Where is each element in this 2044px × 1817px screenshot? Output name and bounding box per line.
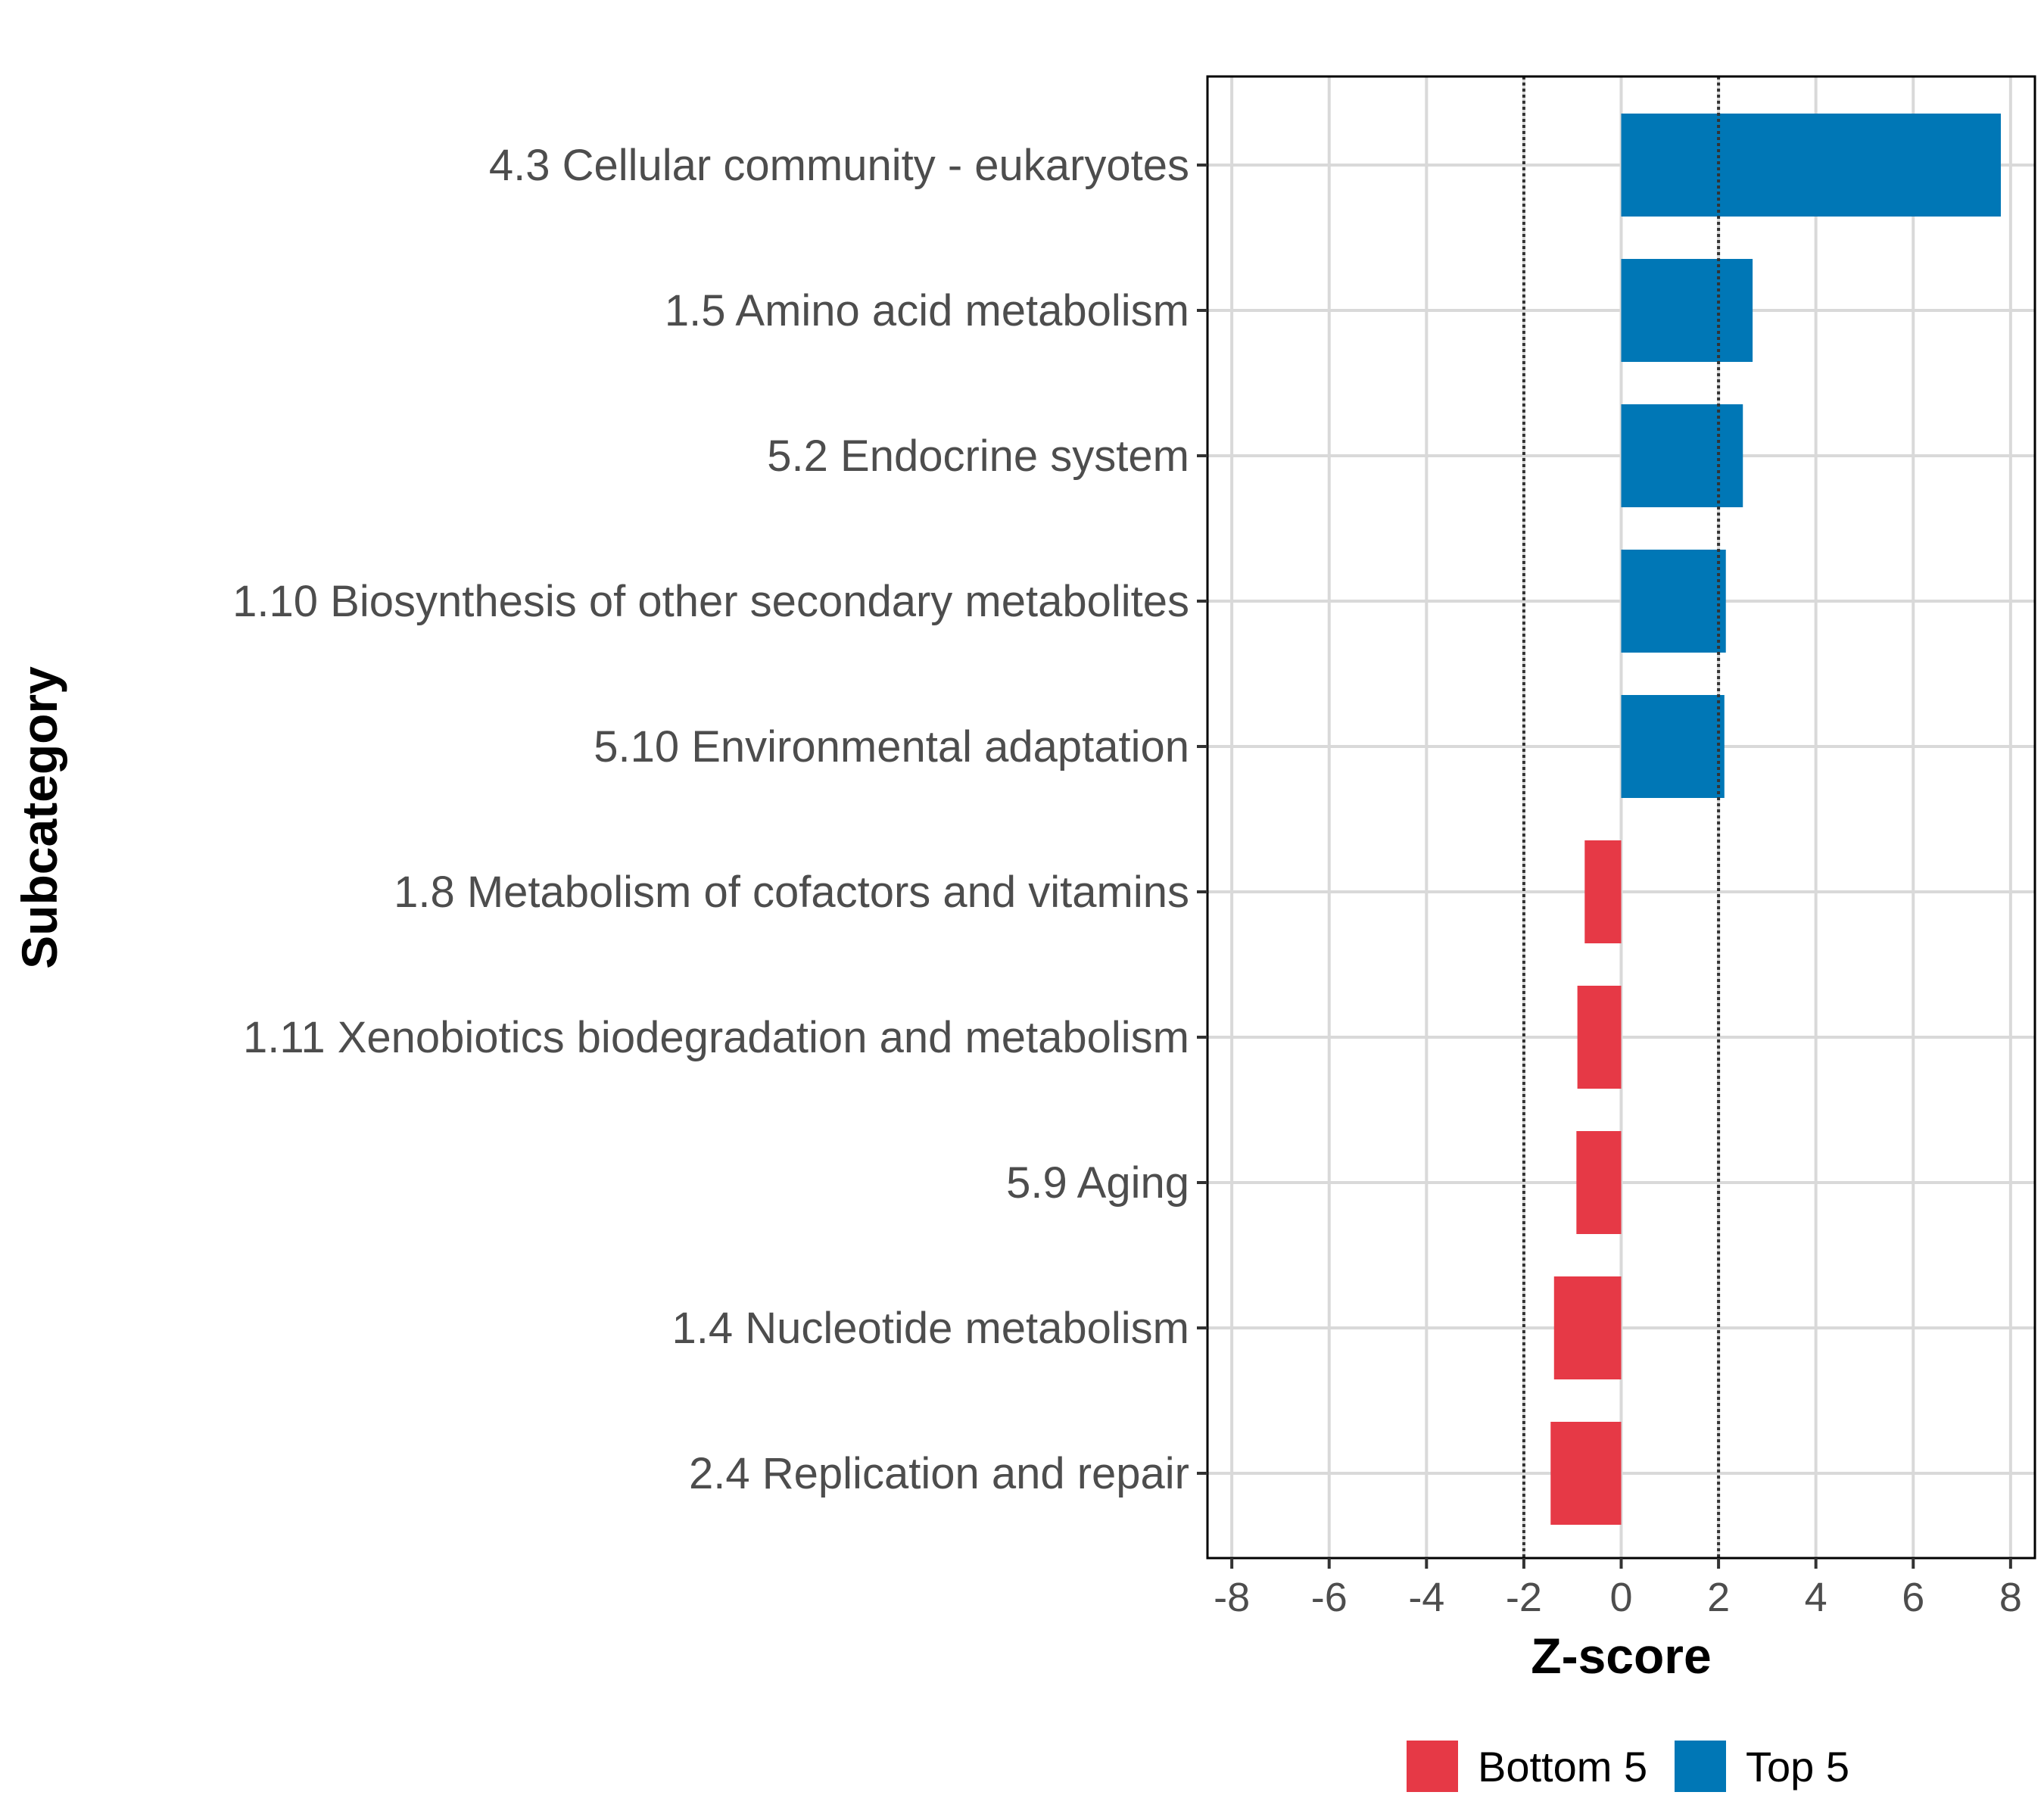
legend-label-0: Bottom 5	[1478, 1743, 1647, 1791]
category-label-8: 1.4 Nucleotide metabolism	[672, 1304, 1189, 1353]
y-axis-title: Subcategory	[11, 666, 67, 969]
x-tick-label-0: -8	[1214, 1575, 1250, 1620]
bar-0	[1621, 114, 2001, 217]
bar-3	[1621, 550, 1726, 653]
bar-1	[1621, 259, 1753, 362]
x-tick-label-4: 0	[1609, 1575, 1632, 1620]
x-tick-label-7: 6	[1902, 1575, 1924, 1620]
x-tick-label-6: 4	[1805, 1575, 1827, 1620]
bar-7	[1576, 1131, 1622, 1234]
x-tick-label-5: 2	[1707, 1575, 1730, 1620]
category-label-5: 1.8 Metabolism of cofactors and vitamins	[394, 868, 1189, 917]
legend-label-1: Top 5	[1746, 1743, 1849, 1791]
category-label-9: 2.4 Replication and repair	[689, 1449, 1189, 1498]
legend-swatch-1	[1675, 1741, 1726, 1792]
bar-9	[1550, 1422, 1622, 1525]
x-tick-label-8: 8	[1999, 1575, 2022, 1620]
bar-5	[1584, 840, 1622, 943]
category-label-3: 1.10 Biosynthesis of other secondary met…	[232, 577, 1189, 626]
category-label-6: 1.11 Xenobiotics biodegradation and meta…	[243, 1013, 1189, 1062]
bar-2	[1621, 404, 1743, 507]
bar-6	[1577, 986, 1622, 1089]
x-tick-label-2: -4	[1408, 1575, 1444, 1620]
category-label-0: 4.3 Cellular community - eukaryotes	[489, 141, 1189, 190]
x-tick-label-1: -6	[1311, 1575, 1348, 1620]
bar-4	[1621, 695, 1725, 798]
x-tick-label-3: -2	[1506, 1575, 1542, 1620]
category-label-2: 5.2 Endocrine system	[767, 432, 1189, 481]
category-label-7: 5.9 Aging	[1006, 1158, 1189, 1208]
legend-swatch-0	[1407, 1741, 1458, 1792]
category-label-4: 5.10 Environmental adaptation	[594, 722, 1189, 771]
x-axis-title: Z-score	[1531, 1628, 1711, 1684]
category-label-1: 1.5 Amino acid metabolism	[665, 286, 1189, 335]
bar-8	[1553, 1276, 1622, 1379]
